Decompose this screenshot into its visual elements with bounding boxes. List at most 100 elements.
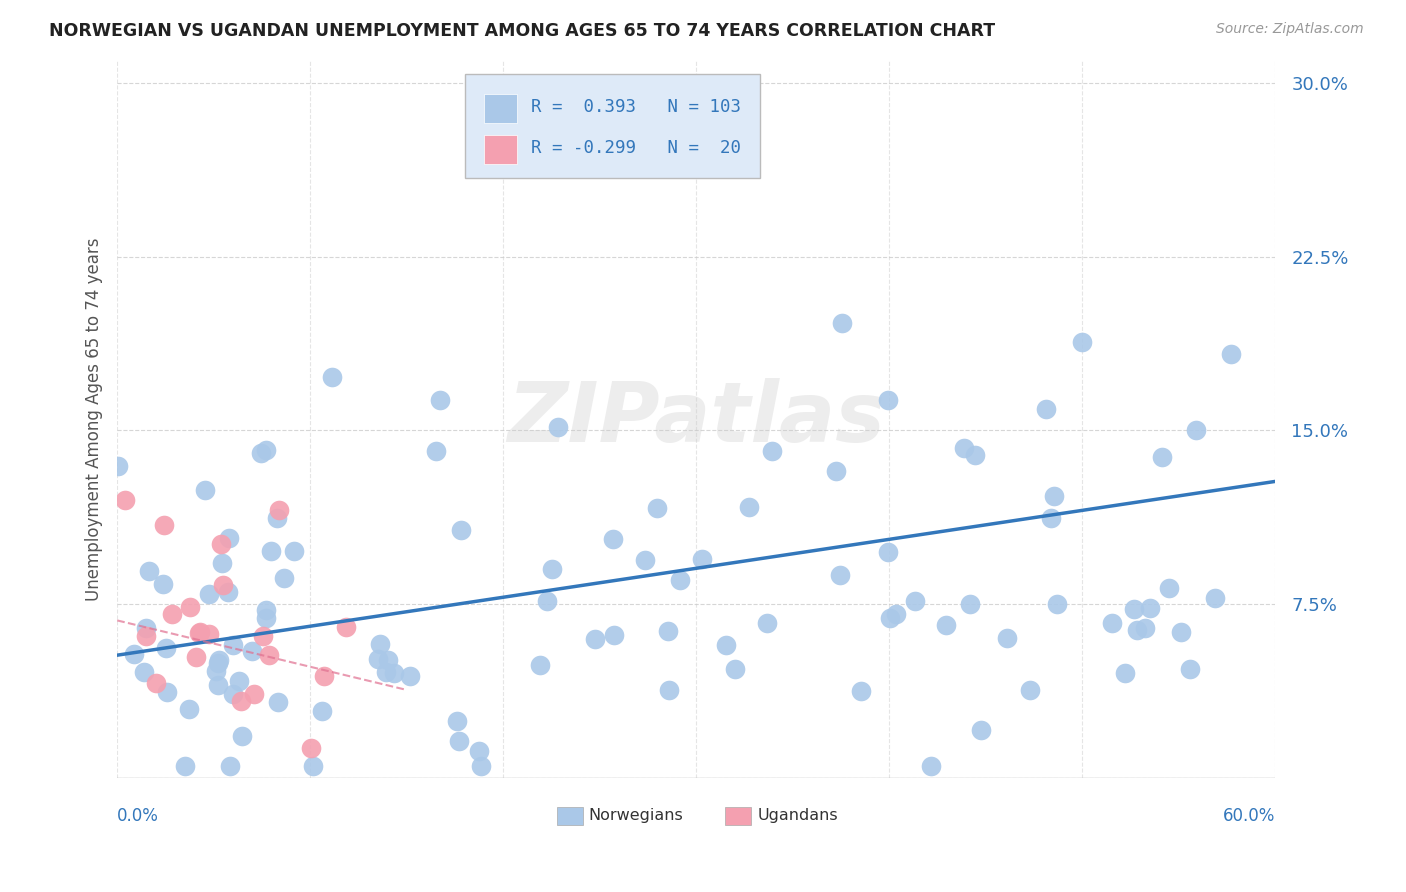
Point	[184, 649, 207, 664]
Point	[657, 624, 679, 639]
FancyBboxPatch shape	[464, 74, 761, 178]
Point	[252, 629, 274, 643]
Point	[877, 392, 900, 407]
Point	[1126, 623, 1149, 637]
Text: 60.0%: 60.0%	[1223, 806, 1275, 825]
Point	[217, 584, 239, 599]
Point	[138, 564, 160, 578]
Y-axis label: Unemployment Among Ages 65 to 74 years: Unemployment Among Ages 65 to 74 years	[86, 237, 103, 600]
Point	[132, 665, 155, 679]
Text: Norwegians: Norwegians	[589, 808, 683, 822]
Point	[449, 734, 471, 748]
Point	[240, 644, 263, 658]
Point	[207, 678, 229, 692]
Point	[114, 492, 136, 507]
Point	[335, 620, 357, 634]
Point	[959, 597, 981, 611]
Point	[254, 611, 277, 625]
Point	[995, 631, 1018, 645]
Bar	[725, 806, 751, 825]
Point	[1170, 625, 1192, 640]
Point	[266, 511, 288, 525]
Point	[1043, 490, 1066, 504]
Point	[547, 420, 569, 434]
Point	[243, 687, 266, 701]
Point	[634, 552, 657, 566]
Point	[135, 629, 157, 643]
Point	[450, 524, 472, 538]
Point	[965, 448, 987, 462]
Point	[260, 544, 283, 558]
Point	[879, 611, 901, 625]
Point	[1114, 665, 1136, 680]
Point	[267, 695, 290, 709]
Point	[311, 704, 333, 718]
Point	[198, 627, 221, 641]
Point	[211, 556, 233, 570]
Point	[155, 641, 177, 656]
Point	[1123, 602, 1146, 616]
Point	[211, 537, 233, 551]
Point	[692, 552, 714, 566]
Point	[825, 464, 848, 478]
Point	[321, 370, 343, 384]
Point	[218, 531, 240, 545]
Point	[583, 632, 606, 646]
Point	[761, 443, 783, 458]
Point	[207, 653, 229, 667]
Point	[228, 673, 250, 688]
Point	[953, 441, 976, 455]
Point	[1018, 682, 1040, 697]
Point	[668, 573, 690, 587]
Point	[153, 518, 176, 533]
Point	[904, 594, 927, 608]
Bar	[557, 806, 583, 825]
Point	[367, 652, 389, 666]
Point	[302, 759, 325, 773]
Point	[312, 669, 335, 683]
Point	[398, 669, 420, 683]
Point	[249, 445, 271, 459]
Point	[1180, 662, 1202, 676]
Bar	[484, 135, 517, 164]
Text: ZIPatlas: ZIPatlas	[508, 378, 886, 459]
Point	[207, 656, 229, 670]
Point	[724, 663, 747, 677]
Point	[377, 653, 399, 667]
Point	[446, 714, 468, 728]
Point	[1204, 591, 1226, 605]
Point	[1150, 450, 1173, 464]
Point	[831, 317, 853, 331]
Point	[254, 442, 277, 457]
Point	[229, 694, 252, 708]
Point	[273, 571, 295, 585]
Point	[190, 625, 212, 640]
Point	[179, 701, 201, 715]
Point	[382, 665, 405, 680]
Bar	[484, 94, 517, 123]
Point	[756, 615, 779, 630]
Point	[529, 658, 551, 673]
Point	[205, 664, 228, 678]
Point	[884, 607, 907, 621]
Text: R = -0.299   N =  20: R = -0.299 N = 20	[530, 139, 741, 157]
Point	[1101, 615, 1123, 630]
Point	[374, 665, 396, 679]
Point	[541, 562, 564, 576]
Point	[1159, 581, 1181, 595]
Point	[1220, 347, 1243, 361]
Point	[254, 602, 277, 616]
Point	[156, 685, 179, 699]
Point	[1185, 423, 1208, 437]
Point	[283, 543, 305, 558]
Point	[188, 626, 211, 640]
Point	[152, 576, 174, 591]
Text: NORWEGIAN VS UGANDAN UNEMPLOYMENT AMONG AGES 65 TO 74 YEARS CORRELATION CHART: NORWEGIAN VS UGANDAN UNEMPLOYMENT AMONG …	[49, 22, 995, 40]
Point	[429, 393, 451, 408]
Point	[1035, 402, 1057, 417]
Point	[849, 684, 872, 698]
Point	[231, 729, 253, 743]
Point	[221, 638, 243, 652]
Point	[107, 459, 129, 474]
Point	[830, 567, 852, 582]
